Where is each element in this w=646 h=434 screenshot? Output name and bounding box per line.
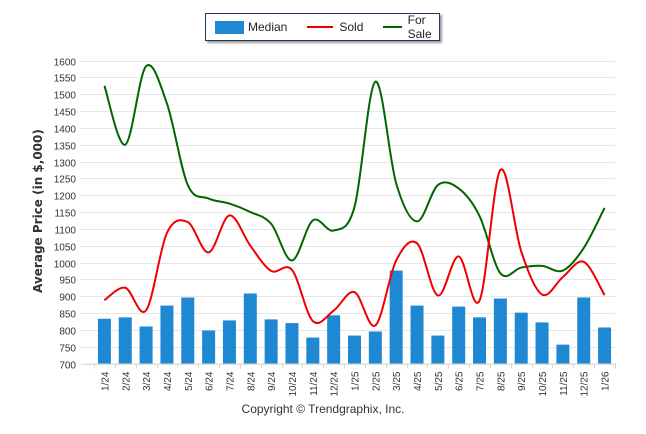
median-bar [264, 319, 278, 364]
grid-lines [80, 61, 615, 365]
x-tick-label: 11/25 [559, 371, 570, 396]
x-tick-label: 4/24 [163, 371, 174, 391]
y-tick-label: 1600 [54, 58, 77, 69]
x-tick-label: 1/26 [601, 371, 612, 391]
y-tick-label: 1400 [54, 125, 77, 136]
median-bar [431, 335, 445, 364]
median-bar [368, 331, 382, 364]
median-bar [202, 330, 216, 364]
y-tick-label: 1450 [54, 108, 77, 119]
median-bar [181, 297, 195, 364]
y-tick-label: 1350 [54, 142, 77, 153]
median-bar [285, 323, 299, 364]
legend-label-median: Median [248, 20, 288, 34]
x-tick-label: 2/25 [371, 371, 382, 391]
x-tick-label: 5/24 [184, 371, 195, 391]
y-tick-label: 1550 [54, 74, 77, 85]
median-bar [306, 337, 320, 364]
median-bar [118, 317, 132, 364]
x-tick-label: 7/25 [476, 371, 487, 391]
median-bar [97, 318, 111, 364]
y-tick-label: 1200 [54, 192, 77, 203]
median-bars [97, 270, 612, 364]
y-tick-label: 850 [59, 310, 76, 321]
y-tick-label: 700 [59, 361, 76, 372]
median-bar [389, 270, 403, 364]
x-tick-label: 9/24 [267, 371, 278, 391]
y-tick-label: 1000 [54, 260, 77, 271]
median-bar [327, 315, 341, 364]
median-swatch-icon [215, 20, 244, 34]
y-tick-label: 1100 [54, 226, 76, 237]
median-bar [535, 322, 549, 364]
median-bar [473, 317, 487, 364]
x-tick-label: 5/25 [434, 371, 445, 391]
x-tick-label: 8/25 [496, 371, 507, 391]
series-lines [103, 64, 606, 327]
x-tick-label: 1/25 [351, 371, 362, 391]
x-tick-label: 4/25 [413, 371, 424, 391]
legend-item-median[interactable]: Median [215, 20, 287, 34]
legend-label-sold: Sold [339, 20, 364, 34]
median-bar [514, 312, 528, 364]
y-tick-label: 900 [59, 293, 76, 304]
x-tick-label: 3/25 [392, 371, 403, 391]
forsale-line-swatch-icon [383, 26, 402, 28]
x-tick-label: 7/24 [225, 371, 236, 391]
x-tick-label: 10/24 [288, 371, 299, 396]
copyright-footer: Copyright © Trendgraphix, Inc. [241, 402, 405, 416]
median-bar [222, 320, 236, 364]
forsale-line [103, 64, 606, 278]
median-bar [577, 297, 591, 364]
y-tick-label: 750 [59, 344, 76, 355]
median-bar [598, 327, 612, 364]
median-bar [348, 335, 361, 364]
y-axis-label: Average Price (in $,000) [31, 129, 45, 293]
sold-line [103, 168, 606, 327]
y-tick-label: 1250 [54, 175, 77, 186]
x-axis: 1/24 2/24 3/24 4/24 5/24 6/24 7/24 8/24 9/24 10/2… [84, 363, 616, 397]
x-tick-label: 11/24 [309, 371, 320, 396]
y-axis-ticks: 700 750 800 850 900 950 1000 1050 1100 1150 1200 12… [54, 58, 77, 372]
y-tick-label: 1150 [54, 209, 76, 220]
median-bar [139, 326, 153, 364]
x-tick-label: 2/24 [121, 371, 132, 391]
y-tick-label: 950 [59, 276, 76, 287]
sold-line-swatch-icon [307, 26, 334, 28]
legend-item-forsale[interactable]: For Sale [373, 13, 439, 41]
median-bar [493, 298, 507, 364]
x-tick-label: 6/24 [205, 371, 216, 391]
x-tick-label: 3/24 [142, 371, 153, 391]
x-tick-label: 12/24 [330, 371, 341, 396]
y-tick-label: 800 [59, 327, 76, 338]
legend-item-sold[interactable]: Sold [297, 20, 363, 34]
median-bar [160, 305, 174, 364]
x-tick-label: 9/25 [517, 371, 528, 391]
x-tick-label: 1/24 [100, 371, 111, 391]
x-tick-label: 6/25 [455, 371, 466, 391]
legend: Median Sold For Sale [205, 13, 440, 41]
x-tick-label: 10/25 [538, 371, 549, 396]
y-tick-label: 1500 [54, 91, 77, 102]
median-bar [556, 344, 570, 364]
legend-label-forsale: For Sale [407, 13, 432, 41]
median-bar [243, 293, 257, 364]
median-bar [452, 306, 466, 364]
median-bar [410, 305, 424, 364]
y-tick-label: 1050 [54, 243, 77, 254]
x-tick-label: 8/24 [246, 371, 257, 391]
y-tick-label: 1300 [54, 159, 77, 170]
x-tick-label: 12/25 [580, 371, 591, 396]
